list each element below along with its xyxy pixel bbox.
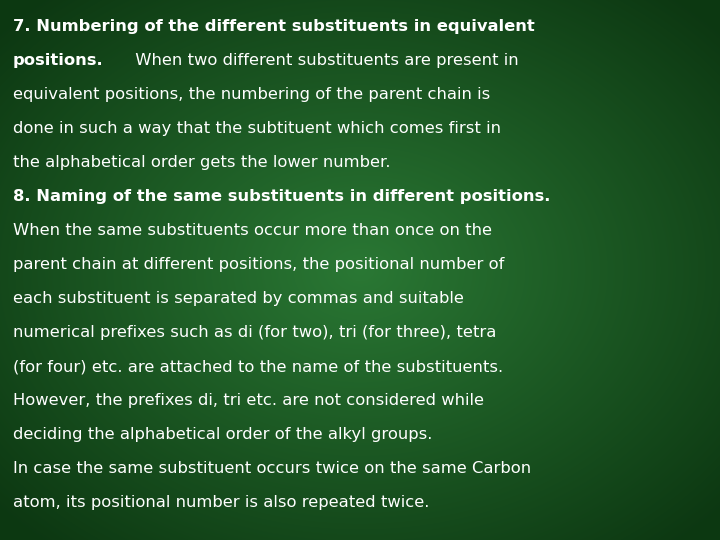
Text: parent chain at different positions, the positional number of: parent chain at different positions, the…	[13, 257, 504, 272]
Text: numerical prefixes such as di (for two), tri (for three), tetra: numerical prefixes such as di (for two),…	[13, 325, 496, 340]
Text: deciding the alphabetical order of the alkyl groups.: deciding the alphabetical order of the a…	[13, 427, 432, 442]
Text: However, the prefixes di, tri etc. are not considered while: However, the prefixes di, tri etc. are n…	[13, 393, 484, 408]
Text: done in such a way that the subtituent which comes first in: done in such a way that the subtituent w…	[13, 121, 501, 136]
Text: When two different substituents are present in: When two different substituents are pres…	[130, 53, 518, 68]
Text: When the same substituents occur more than once on the: When the same substituents occur more th…	[13, 223, 492, 238]
Text: equivalent positions, the numbering of the parent chain is: equivalent positions, the numbering of t…	[13, 87, 490, 102]
Text: each substituent is separated by commas and suitable: each substituent is separated by commas …	[13, 291, 464, 306]
Text: positions.: positions.	[13, 53, 104, 68]
Text: 8. Naming of the same substituents in different positions.: 8. Naming of the same substituents in di…	[13, 189, 550, 204]
Text: In case the same substituent occurs twice on the same Carbon: In case the same substituent occurs twic…	[13, 461, 531, 476]
Text: 7. Numbering of the different substituents in equivalent: 7. Numbering of the different substituen…	[13, 19, 535, 34]
Text: atom, its positional number is also repeated twice.: atom, its positional number is also repe…	[13, 495, 429, 510]
Text: (for four) etc. are attached to the name of the substituents.: (for four) etc. are attached to the name…	[13, 359, 503, 374]
Text: the alphabetical order gets the lower number.: the alphabetical order gets the lower nu…	[13, 155, 390, 170]
